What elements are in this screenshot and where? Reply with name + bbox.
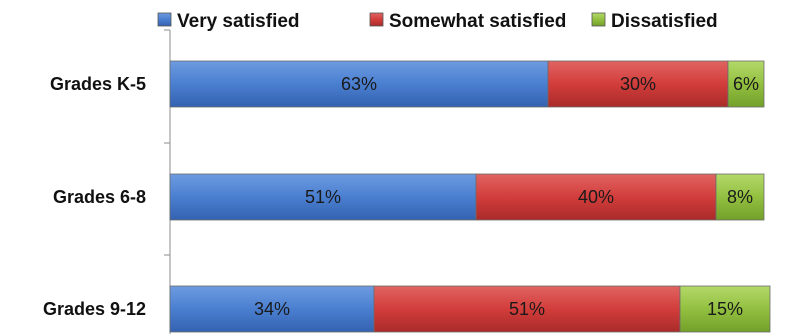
data-label-dissatisfied-grades-k-5: 6% (733, 74, 759, 94)
data-label-somewhat-satisfied-grades-6-8: 40% (578, 187, 614, 207)
data-label-somewhat-satisfied-grades-9-12: 51% (509, 299, 545, 319)
legend-item-very-satisfied: Very satisfied (157, 11, 300, 32)
legend-label-dissatisfied: Dissatisfied (611, 11, 718, 32)
bar-group-grades-k-5: 63% 30% 6% (169, 60, 765, 108)
legend: Very satisfied Somewhat satisfied Dissatis… (157, 11, 718, 32)
bar-group-grades-6-8: 51% 40% 8% (169, 173, 765, 221)
data-label-very-satisfied-grades-6-8: 51% (305, 187, 341, 207)
legend-label-very-satisfied: Very satisfied (177, 11, 300, 32)
category-label-grades-9-12: Grades 9-12 (43, 299, 146, 319)
legend-item-dissatisfied: Dissatisfied (591, 11, 718, 32)
category-label-grades-6-8: Grades 6-8 (53, 187, 146, 207)
data-label-somewhat-satisfied-grades-k-5: 30% (620, 74, 656, 94)
bar-very-satisfied-grades-6-8 (169, 173, 477, 221)
bar-somewhat-satisfied-grades-k-5 (547, 60, 729, 108)
data-label-dissatisfied-grades-9-12: 15% (707, 299, 743, 319)
bar-very-satisfied-grades-k-5 (169, 60, 549, 108)
bar-dissatisfied-grades-k-5 (727, 60, 765, 108)
bar-dissatisfied-grades-6-8 (715, 173, 765, 221)
legend-label-somewhat-satisfied: Somewhat satisfied (389, 11, 566, 32)
legend-swatch-somewhat-satisfied (369, 12, 384, 27)
data-label-very-satisfied-grades-9-12: 34% (254, 299, 290, 319)
legend-item-somewhat-satisfied: Somewhat satisfied (369, 11, 566, 32)
bar-dissatisfied-grades-9-12 (679, 285, 771, 333)
legend-swatch-very-satisfied (157, 12, 172, 27)
data-label-very-satisfied-grades-k-5: 63% (341, 74, 377, 94)
bar-somewhat-satisfied-grades-6-8 (475, 173, 717, 221)
bar-group-grades-9-12: 34% 51% 15% (169, 285, 771, 333)
category-axis: Grades K-5 Grades 6-8 Grades 9-12 (43, 29, 171, 334)
category-label-grades-k-5: Grades K-5 (50, 74, 146, 94)
legend-swatch-dissatisfied (591, 12, 606, 27)
bars: 63% 30% 6% 51% 40% 8% 34% 51% 15% (169, 60, 771, 333)
data-label-dissatisfied-grades-6-8: 8% (727, 187, 753, 207)
